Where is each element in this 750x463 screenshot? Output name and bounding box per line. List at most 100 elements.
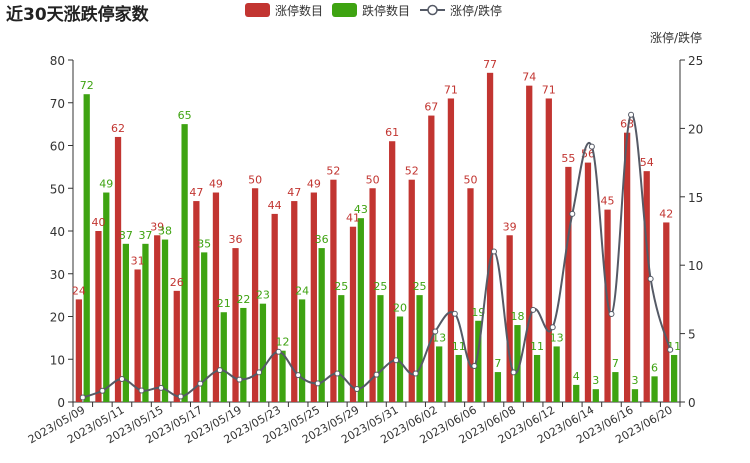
bar-limit-down[interactable] [494,372,502,402]
bar-limit-up[interactable] [526,85,533,403]
bar-limit-down[interactable] [514,325,521,402]
ratio-point[interactable] [256,369,263,376]
bar-limit-down[interactable] [103,192,110,402]
bar-limit-down[interactable] [533,354,541,402]
ratio-point[interactable] [295,372,302,379]
bar-limit-up[interactable] [251,188,259,402]
legend[interactable]: 涨停数目 跌停数目 涨停/跌停 [245,3,502,18]
legend-item-ratio[interactable]: 涨停/跌停 [420,3,502,18]
bar-limit-down[interactable] [122,243,130,402]
ratio-point[interactable] [432,328,439,335]
ratio-point[interactable] [530,306,537,313]
ratio-point[interactable] [471,363,478,370]
ratio-point[interactable] [314,380,321,387]
ratio-point[interactable] [569,210,576,217]
bar-limit-up[interactable] [310,192,317,402]
ratio-point[interactable] [608,311,615,318]
ratio-point[interactable] [393,357,400,364]
ratio-point[interactable] [588,143,595,150]
ratio-point[interactable] [216,367,223,374]
ratio-point[interactable] [158,384,165,391]
bar-label-limit-up: 74 [522,71,536,84]
bar-limit-up[interactable] [212,192,220,402]
bar-limit-down[interactable] [553,346,560,402]
ratio-point[interactable] [138,387,145,394]
bar-limit-down[interactable] [338,295,345,402]
legend-item-down[interactable]: 跌停数目 [332,3,410,18]
bar-limit-down[interactable] [357,218,364,402]
bar-limit-up[interactable] [271,213,278,402]
ratio-point[interactable] [79,394,86,401]
bar-limit-up[interactable] [467,188,474,402]
bar-limit-up[interactable] [428,115,435,402]
bar-limit-down[interactable] [279,350,286,402]
bar-limit-down[interactable] [612,372,619,402]
bar-limit-up[interactable] [95,231,102,402]
ratio-point[interactable] [373,371,380,378]
ratio-point[interactable] [236,376,243,383]
bar-limit-down[interactable] [377,295,384,402]
bar-limit-down[interactable] [670,354,678,402]
bar-limit-down[interactable] [83,94,90,402]
bar-limit-down[interactable] [259,303,267,402]
bar-limit-up[interactable] [75,299,83,402]
bar-limit-up[interactable] [134,269,141,402]
bar-limit-up[interactable] [506,235,513,402]
bar-limit-up[interactable] [193,201,200,402]
bar-limit-up[interactable] [643,171,650,402]
bar-limit-down[interactable] [142,243,149,402]
bar-limit-up[interactable] [623,132,631,403]
ratio-point[interactable] [549,324,556,331]
bar-limit-up[interactable] [154,235,161,402]
ratio-point[interactable] [647,275,654,282]
ratio-point[interactable] [99,387,106,394]
bar-limit-down[interactable] [181,124,188,402]
ratio-point[interactable] [334,370,341,377]
bar-limit-up[interactable] [447,98,455,402]
bar-limit-up[interactable] [369,188,376,402]
ratio-point[interactable] [451,310,458,317]
bar-limit-up[interactable] [349,226,357,402]
bar-limit-up[interactable] [291,201,298,402]
bar-limit-down[interactable] [631,389,639,402]
ratio-point[interactable] [412,370,419,377]
bar-limit-down[interactable] [318,248,325,402]
bar-limit-down[interactable] [573,384,580,402]
ratio-point[interactable] [490,248,497,255]
bar-limit-up[interactable] [663,222,670,402]
bar-limit-down[interactable] [651,376,658,402]
bar-limit-down[interactable] [298,299,306,402]
bar-limit-up[interactable] [114,136,122,402]
bar-limit-down[interactable] [416,295,423,402]
bar-limit-down[interactable] [240,307,247,402]
ratio-point[interactable] [353,386,360,393]
bar-limit-up[interactable] [389,141,396,402]
y-left-tick-label: 60 [50,140,65,154]
bar-limit-up[interactable] [486,72,494,402]
bar-limit-up[interactable] [584,162,592,402]
bar-limit-down[interactable] [455,354,462,402]
bar-limit-down[interactable] [475,320,482,402]
bar-limit-down[interactable] [220,312,227,402]
bar-limit-up[interactable] [232,248,239,402]
bar-limit-up[interactable] [330,179,337,402]
bar-limit-down[interactable] [161,239,169,402]
ratio-point[interactable] [197,380,204,387]
bar-limit-down[interactable] [436,346,443,402]
bar-label-limit-up: 47 [189,186,203,199]
bar-limit-up[interactable] [408,179,415,402]
ratio-point[interactable] [628,111,635,118]
bar-label-limit-down: 11 [530,340,544,353]
ratio-point[interactable] [510,369,517,376]
ratio-point[interactable] [667,346,674,353]
ratio-point[interactable] [275,348,282,355]
bar-limit-up[interactable] [173,290,180,402]
bar-limit-down[interactable] [201,252,208,402]
legend-item-up[interactable]: 涨停数目 [245,3,323,18]
bar-limit-up[interactable] [545,98,552,402]
bar-limit-down[interactable] [592,389,599,402]
bar-limit-down[interactable] [396,316,404,403]
ratio-point[interactable] [118,376,125,383]
ratio-point[interactable] [177,393,184,400]
bar-limit-up[interactable] [565,166,572,402]
